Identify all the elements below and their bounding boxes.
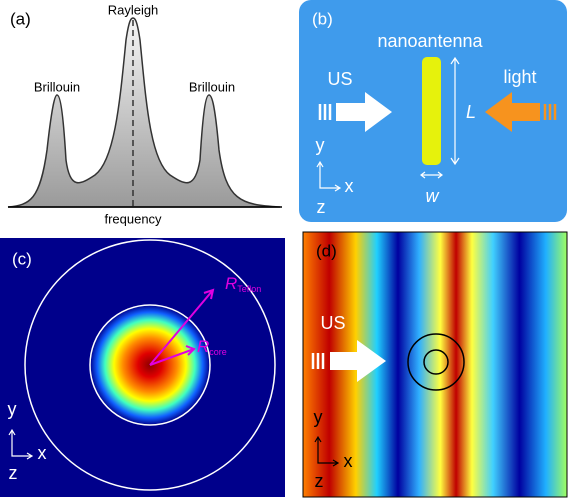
axis-y: y [314,407,323,427]
page: (a) Rayleigh Brillouin Brillouin frequen… [0,0,568,498]
panel-b: (b) nanoantenna L w US light y x z [299,0,567,222]
title: nanoantenna [377,31,483,51]
spectrum [8,18,280,207]
figure: (a) Rayleigh Brillouin Brillouin frequen… [0,0,568,498]
axis-z: z [317,197,326,217]
panel-label: (c) [12,249,32,268]
peak-label: Brillouin [189,79,235,94]
axis-y: y [316,135,325,155]
peak-label: Rayleigh [108,2,159,17]
panel-c: RTeflon Rcore (c) y x z [0,238,285,497]
axis-z: z [9,463,18,483]
subscript: Teflon [237,284,261,294]
axis-x: x [345,176,354,196]
panel-label: (d) [316,241,337,260]
axis-y: y [8,399,17,419]
symbol: R [197,337,209,356]
axis-z: z [315,471,324,491]
wave-label: US [327,69,352,89]
axis-label: frequency [104,211,162,226]
panel-label: (a) [10,9,31,28]
peak-label: Brillouin [34,79,80,94]
subscript: core [209,347,227,357]
nanoantenna [422,57,441,165]
panel-d: (d) US y x z [303,232,567,497]
wave-label: light [503,67,536,87]
panel-label: (b) [312,9,333,28]
length-label: L [466,102,476,122]
axis-x: x [38,443,47,463]
wave-label: US [320,313,345,333]
panel-a: (a) Rayleigh Brillouin Brillouin frequen… [8,2,282,226]
symbol: R [225,274,237,293]
width-label: w [426,186,440,206]
axis-x: x [344,451,353,471]
